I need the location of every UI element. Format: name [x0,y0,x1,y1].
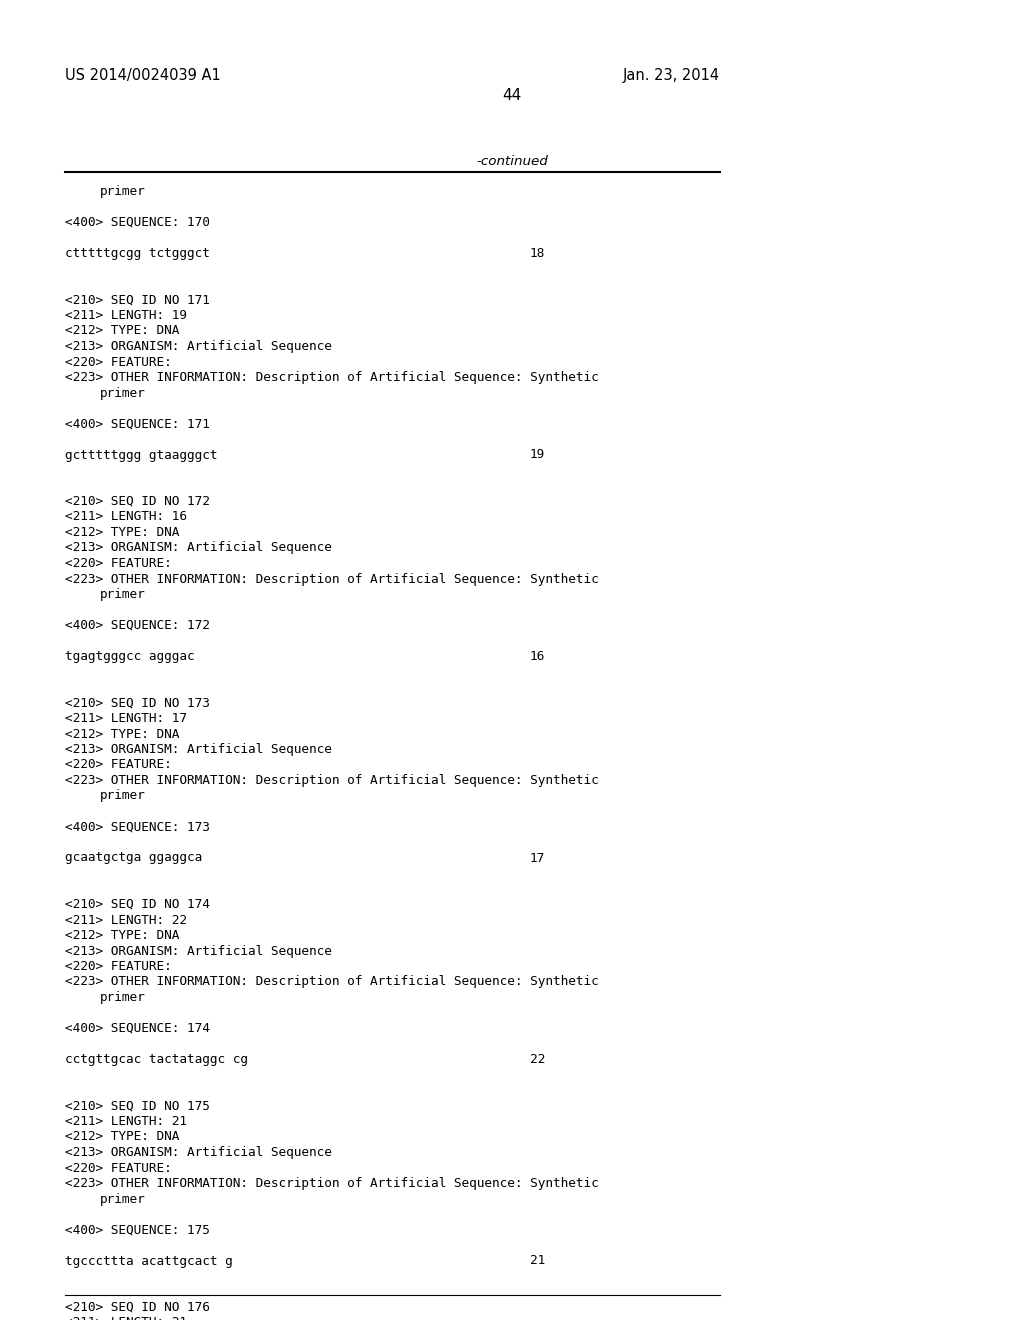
Text: <211> LENGTH: 19: <211> LENGTH: 19 [65,309,187,322]
Text: cctgttgcac tactataggc cg: cctgttgcac tactataggc cg [65,1053,248,1067]
Text: <210> SEQ ID NO 174: <210> SEQ ID NO 174 [65,898,210,911]
Text: <220> FEATURE:: <220> FEATURE: [65,1162,172,1175]
Text: <210> SEQ ID NO 172: <210> SEQ ID NO 172 [65,495,210,508]
Text: <211> LENGTH: 21: <211> LENGTH: 21 [65,1316,187,1320]
Text: <212> TYPE: DNA: <212> TYPE: DNA [65,929,179,942]
Text: tgcccttta acattgcact g: tgcccttta acattgcact g [65,1254,232,1267]
Text: 19: 19 [530,449,545,462]
Text: <211> LENGTH: 16: <211> LENGTH: 16 [65,511,187,524]
Text: <220> FEATURE:: <220> FEATURE: [65,557,172,570]
Text: 21: 21 [530,1254,545,1267]
Text: 22: 22 [530,1053,545,1067]
Text: <212> TYPE: DNA: <212> TYPE: DNA [65,525,179,539]
Text: -continued: -continued [476,154,548,168]
Text: <210> SEQ ID NO 171: <210> SEQ ID NO 171 [65,293,210,306]
Text: <212> TYPE: DNA: <212> TYPE: DNA [65,727,179,741]
Text: 17: 17 [530,851,545,865]
Text: ctttttgcgg tctgggct: ctttttgcgg tctgggct [65,247,210,260]
Text: <213> ORGANISM: Artificial Sequence: <213> ORGANISM: Artificial Sequence [65,1146,332,1159]
Text: primer: primer [100,387,145,400]
Text: <213> ORGANISM: Artificial Sequence: <213> ORGANISM: Artificial Sequence [65,541,332,554]
Text: <223> OTHER INFORMATION: Description of Artificial Sequence: Synthetic: <223> OTHER INFORMATION: Description of … [65,1177,599,1191]
Text: 16: 16 [530,649,545,663]
Text: <400> SEQUENCE: 173: <400> SEQUENCE: 173 [65,821,210,833]
Text: <211> LENGTH: 22: <211> LENGTH: 22 [65,913,187,927]
Text: <213> ORGANISM: Artificial Sequence: <213> ORGANISM: Artificial Sequence [65,341,332,352]
Text: <400> SEQUENCE: 170: <400> SEQUENCE: 170 [65,216,210,228]
Text: <220> FEATURE:: <220> FEATURE: [65,960,172,973]
Text: <210> SEQ ID NO 175: <210> SEQ ID NO 175 [65,1100,210,1113]
Text: <400> SEQUENCE: 172: <400> SEQUENCE: 172 [65,619,210,632]
Text: <400> SEQUENCE: 174: <400> SEQUENCE: 174 [65,1022,210,1035]
Text: <213> ORGANISM: Artificial Sequence: <213> ORGANISM: Artificial Sequence [65,743,332,756]
Text: primer: primer [100,789,145,803]
Text: primer: primer [100,587,145,601]
Text: gcaatgctga ggaggca: gcaatgctga ggaggca [65,851,203,865]
Text: <220> FEATURE:: <220> FEATURE: [65,355,172,368]
Text: primer: primer [100,1192,145,1205]
Text: <212> TYPE: DNA: <212> TYPE: DNA [65,325,179,338]
Text: <223> OTHER INFORMATION: Description of Artificial Sequence: Synthetic: <223> OTHER INFORMATION: Description of … [65,573,599,586]
Text: <213> ORGANISM: Artificial Sequence: <213> ORGANISM: Artificial Sequence [65,945,332,957]
Text: primer: primer [100,185,145,198]
Text: gctttttggg gtaagggct: gctttttggg gtaagggct [65,449,217,462]
Text: <211> LENGTH: 17: <211> LENGTH: 17 [65,711,187,725]
Text: <210> SEQ ID NO 176: <210> SEQ ID NO 176 [65,1302,210,1313]
Text: primer: primer [100,991,145,1005]
Text: tgagtgggcc agggac: tgagtgggcc agggac [65,649,195,663]
Text: <223> OTHER INFORMATION: Description of Artificial Sequence: Synthetic: <223> OTHER INFORMATION: Description of … [65,975,599,989]
Text: <223> OTHER INFORMATION: Description of Artificial Sequence: Synthetic: <223> OTHER INFORMATION: Description of … [65,371,599,384]
Text: 44: 44 [503,88,521,103]
Text: Jan. 23, 2014: Jan. 23, 2014 [623,69,720,83]
Text: 18: 18 [530,247,545,260]
Text: US 2014/0024039 A1: US 2014/0024039 A1 [65,69,221,83]
Text: <220> FEATURE:: <220> FEATURE: [65,759,172,771]
Text: <210> SEQ ID NO 173: <210> SEQ ID NO 173 [65,697,210,710]
Text: <211> LENGTH: 21: <211> LENGTH: 21 [65,1115,187,1129]
Text: <400> SEQUENCE: 171: <400> SEQUENCE: 171 [65,417,210,430]
Text: <400> SEQUENCE: 175: <400> SEQUENCE: 175 [65,1224,210,1237]
Text: <223> OTHER INFORMATION: Description of Artificial Sequence: Synthetic: <223> OTHER INFORMATION: Description of … [65,774,599,787]
Text: <212> TYPE: DNA: <212> TYPE: DNA [65,1130,179,1143]
